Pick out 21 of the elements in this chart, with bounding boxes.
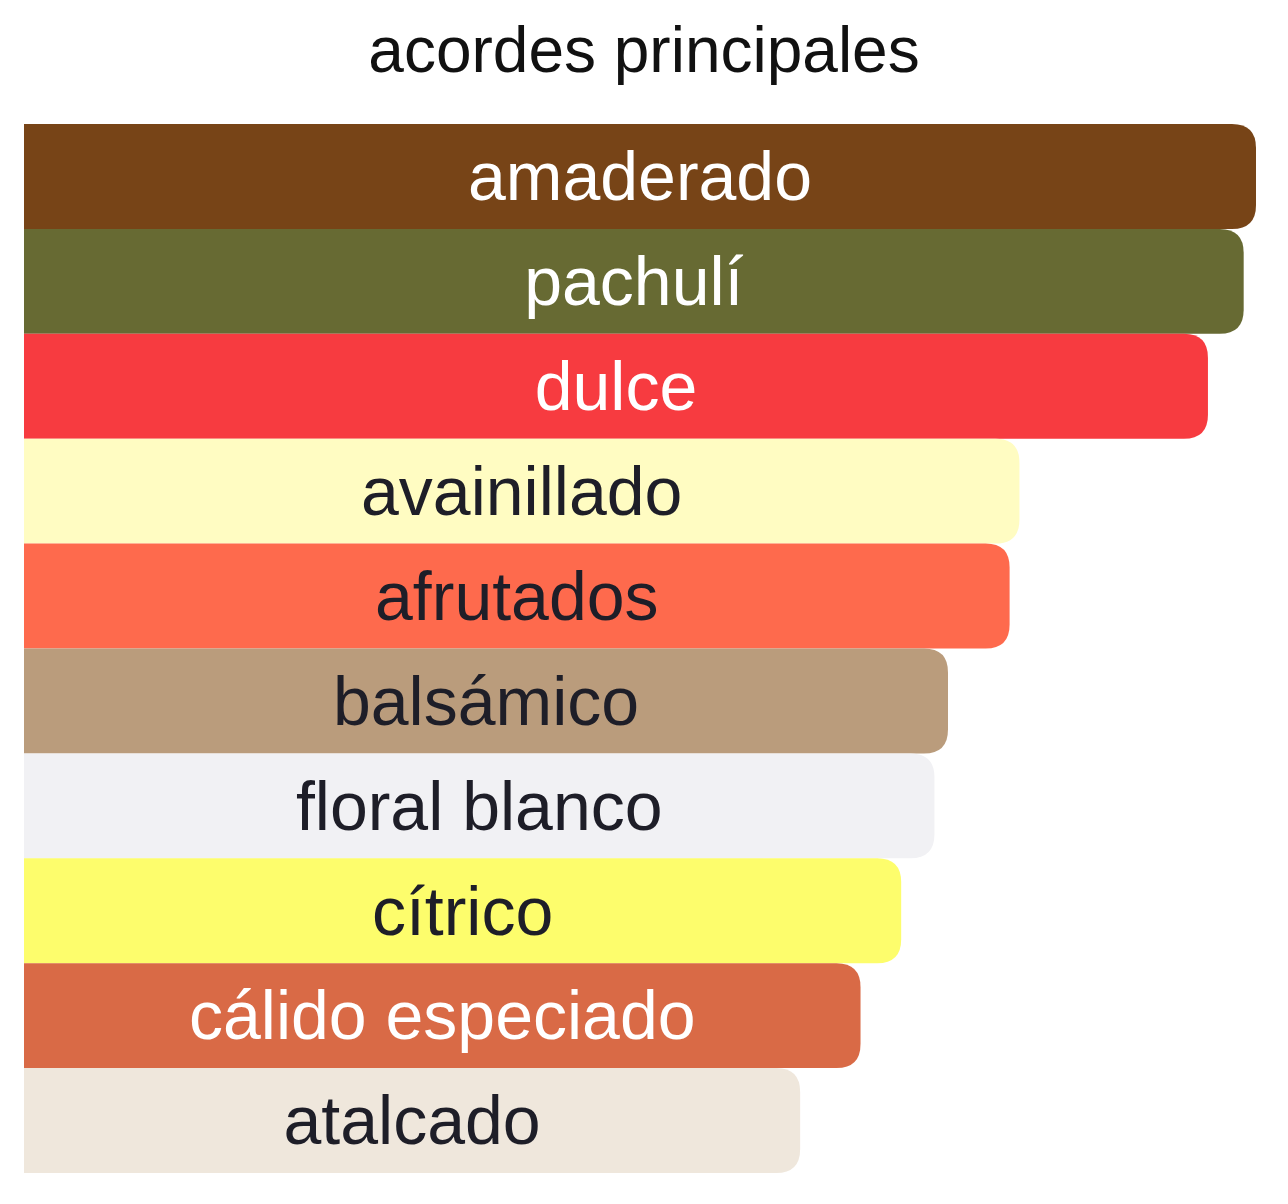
bar xyxy=(24,963,861,1069)
y-tick-label: cálido especiado xyxy=(188,977,696,1054)
chart-title: acordes principales xyxy=(368,14,920,86)
y-tick-label: pachulí xyxy=(524,243,744,320)
y-tick-label: amaderado xyxy=(467,138,813,215)
y-tick-label: dulce xyxy=(534,348,698,425)
y-tick-label: cítrico xyxy=(371,872,554,949)
bar xyxy=(24,648,948,754)
bar xyxy=(24,333,1208,439)
bar xyxy=(24,438,1020,544)
bar xyxy=(24,1068,801,1173)
bar xyxy=(24,228,1244,334)
y-tick-label: atalcado xyxy=(283,1082,541,1159)
y-tick-label: floral blanco xyxy=(295,767,663,844)
y-tick-label: avainillado xyxy=(361,452,683,529)
y-tick-label: balsámico xyxy=(332,662,640,739)
y-tick-label: afrutados xyxy=(375,557,659,634)
bar xyxy=(24,124,1256,229)
bar xyxy=(24,858,902,964)
bar xyxy=(24,543,1010,649)
bar xyxy=(24,753,935,859)
